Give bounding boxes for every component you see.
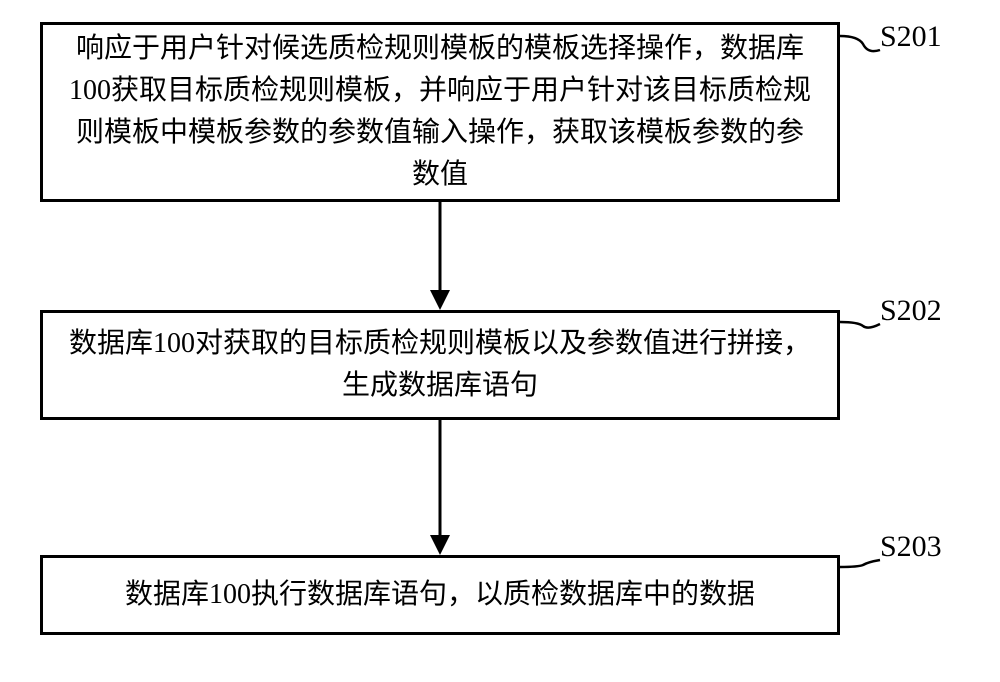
connector-curve-s201 [838, 34, 884, 64]
node-text: 数据库100执行数据库语句，以质检数据库中的数据 [125, 574, 755, 616]
flowchart-node-s203: 数据库100执行数据库语句，以质检数据库中的数据 [40, 555, 840, 635]
connector-curve-s203 [838, 553, 884, 583]
step-label-s202: S202 [880, 294, 942, 328]
flowchart-node-s202: 数据库100对获取的目标质检规则模板以及参数值进行拼接，生成数据库语句 [40, 310, 840, 420]
arrow-s201-s202 [425, 202, 455, 312]
flowchart-node-s201: 响应于用户针对候选质检规则模板的模板选择操作，数据库100获取目标质检规则模板，… [40, 22, 840, 202]
connector-curve-s202 [838, 312, 884, 342]
node-text: 数据库100对获取的目标质检规则模板以及参数值进行拼接，生成数据库语句 [63, 323, 817, 407]
step-label-s201: S201 [880, 20, 942, 54]
node-text: 响应于用户针对候选质检规则模板的模板选择操作，数据库100获取目标质检规则模板，… [63, 28, 817, 196]
arrow-s202-s203 [425, 420, 455, 557]
step-label-s203: S203 [880, 530, 942, 564]
